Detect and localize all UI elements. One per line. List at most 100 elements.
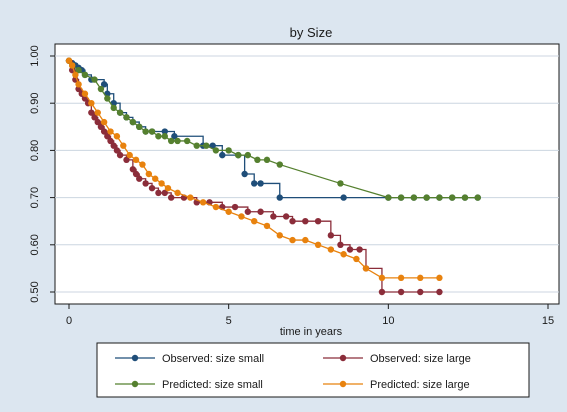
data-point: [75, 81, 82, 88]
data-point: [423, 194, 430, 201]
data-point: [302, 218, 309, 225]
data-point: [72, 71, 79, 79]
data-point: [397, 194, 405, 201]
data-point: [212, 203, 220, 211]
data-point: [68, 62, 76, 69]
legend-marker: [131, 380, 139, 388]
data-point: [397, 274, 405, 282]
data-point: [97, 85, 105, 93]
legend-label: Predicted: size large: [370, 379, 470, 391]
data-point: [161, 133, 168, 140]
data-point: [417, 288, 424, 296]
data-point: [436, 194, 443, 201]
legend-label: Observed: size large: [370, 353, 471, 365]
data-point: [139, 161, 146, 168]
data-point: [126, 151, 133, 159]
data-point: [251, 218, 258, 225]
y-tick-label: 0.70: [29, 187, 41, 208]
data-point: [199, 199, 207, 206]
legend: Observed: size small Observed: size large…: [96, 342, 530, 398]
data-point: [164, 184, 172, 192]
data-point: [397, 288, 405, 296]
data-point: [337, 180, 344, 187]
data-point: [353, 255, 360, 263]
data-point: [449, 194, 456, 201]
data-point: [289, 236, 296, 244]
data-point: [107, 128, 114, 135]
legend-marker: [339, 354, 347, 362]
data-point: [113, 133, 121, 140]
data-point: [142, 180, 149, 187]
data-point: [241, 170, 248, 178]
legend-item: Predicted: size small: [115, 379, 263, 391]
data-point: [97, 123, 105, 130]
data-point: [314, 241, 322, 248]
legend-label: Predicted: size small: [162, 379, 263, 391]
data-point: [183, 137, 191, 145]
data-point: [91, 114, 98, 121]
data-point: [148, 128, 156, 135]
data-point: [145, 170, 153, 178]
data-point: [129, 166, 137, 173]
data-point: [270, 213, 277, 220]
series-predicted-size-small: [65, 57, 481, 201]
data-point: [142, 128, 149, 135]
data-point: [110, 104, 117, 112]
chart-title: by Size: [290, 25, 333, 40]
data-point: [107, 137, 114, 145]
data-point: [81, 71, 89, 79]
data-point: [91, 76, 98, 83]
data-point: [385, 194, 392, 201]
data-point: [161, 128, 168, 135]
data-point: [436, 274, 443, 282]
x-axis-title: time in years: [280, 326, 343, 338]
data-point: [88, 109, 95, 116]
data-point: [276, 161, 283, 168]
data-point: [187, 194, 194, 201]
data-point: [263, 222, 271, 230]
data-point: [461, 194, 469, 201]
data-point: [225, 147, 232, 154]
data-point: [362, 265, 370, 272]
data-point: [81, 90, 89, 97]
data-point: [167, 137, 175, 145]
data-point: [136, 123, 143, 130]
data-point: [174, 189, 181, 197]
x-axis: 0 5 10 15: [66, 304, 554, 327]
data-point: [123, 114, 130, 121]
data-point: [203, 142, 210, 149]
legend-item: Observed: size large: [323, 353, 471, 365]
series-predicted-size-large: [65, 57, 443, 282]
data-point: [148, 184, 156, 192]
data-point: [94, 109, 101, 116]
data-point: [116, 151, 124, 159]
data-point: [174, 137, 181, 145]
series-layer: [65, 57, 481, 296]
data-point: [110, 142, 117, 149]
data-point: [171, 133, 178, 140]
data-point: [276, 232, 283, 239]
data-point: [263, 156, 271, 164]
y-tick-label: 0.60: [29, 234, 41, 255]
data-point: [155, 133, 162, 140]
legend-label: Observed: size small: [162, 353, 264, 365]
data-point: [136, 175, 143, 182]
x-tick-label: 10: [382, 315, 394, 327]
data-point: [410, 194, 418, 201]
data-point: [244, 151, 252, 159]
data-point: [235, 151, 242, 159]
data-point: [100, 128, 108, 135]
data-point: [152, 175, 159, 182]
data-point: [120, 142, 127, 149]
legend-item: Observed: size small: [115, 353, 264, 365]
x-tick-label: 0: [66, 315, 72, 327]
legend-marker: [131, 354, 139, 362]
data-point: [88, 100, 95, 107]
y-tick-label: 0.50: [29, 281, 41, 302]
y-tick-label: 1.00: [29, 45, 41, 66]
plot-area: 0.50 0.60 0.70 0.80 0.90 1.00 0 5 10 15: [29, 43, 560, 327]
data-point: [129, 118, 137, 126]
x-tick-label: 5: [226, 315, 232, 327]
data-point: [132, 156, 140, 164]
